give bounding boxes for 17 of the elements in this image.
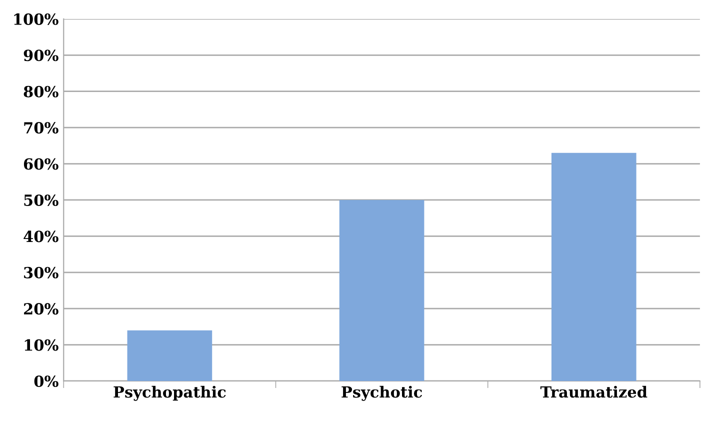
y-tick-label: 70% [24, 122, 58, 134]
y-tick-label: 90% [24, 50, 58, 62]
y-tick-label: 40% [24, 230, 58, 242]
x-tick-label: Traumatized [540, 386, 648, 398]
y-tick-label: 20% [24, 303, 58, 315]
x-tick-label: Psychotic [342, 386, 422, 401]
bar [339, 200, 424, 382]
bar [127, 330, 212, 382]
y-tick-label: 30% [24, 266, 58, 278]
y-tick-label: 0% [34, 375, 58, 388]
y-tick-label: 100% [14, 13, 58, 25]
y-tick-label: 60% [24, 158, 58, 170]
bar [551, 152, 636, 382]
y-tick-label: 50% [24, 194, 58, 206]
y-tick-label: 80% [24, 86, 58, 98]
x-tick-label: Psychopathic [114, 386, 226, 401]
y-tick-label: 10% [24, 339, 58, 351]
